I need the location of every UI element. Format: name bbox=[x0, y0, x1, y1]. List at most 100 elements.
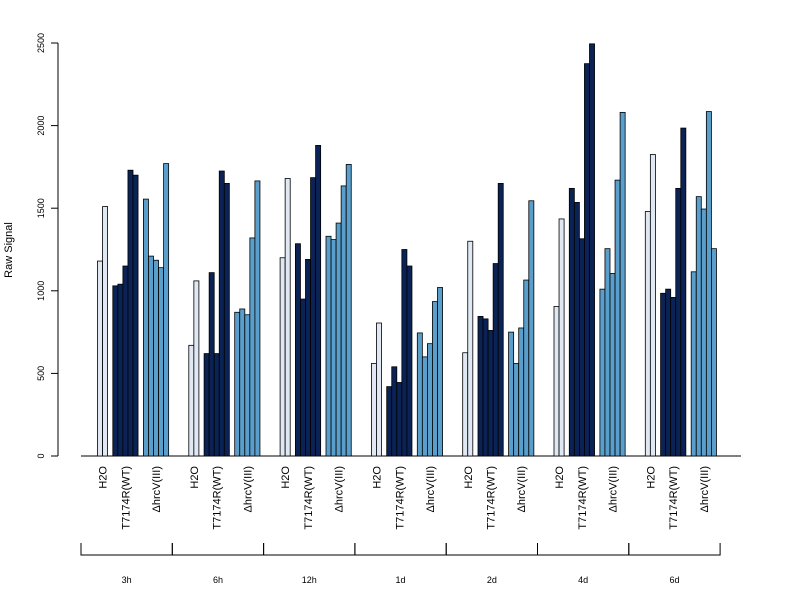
bar bbox=[208, 272, 215, 457]
group-label: 6h bbox=[213, 575, 223, 585]
bar bbox=[305, 259, 311, 457]
bar bbox=[244, 314, 251, 457]
bar bbox=[579, 238, 585, 457]
y-tick-label: 2000 bbox=[36, 116, 46, 136]
bar bbox=[335, 222, 342, 457]
bar bbox=[153, 259, 159, 457]
y-axis: 0 500 1000 1500 2000 2500 bbox=[36, 33, 59, 459]
bar bbox=[513, 363, 520, 457]
bar bbox=[705, 111, 712, 457]
bar bbox=[670, 297, 677, 457]
bar bbox=[406, 265, 413, 457]
bar bbox=[604, 248, 611, 457]
treatment-label: T7174R(WT) bbox=[394, 466, 406, 530]
bar bbox=[345, 164, 352, 457]
bar bbox=[416, 332, 423, 457]
bars bbox=[97, 43, 717, 457]
group-bracket bbox=[263, 543, 356, 556]
bar bbox=[523, 279, 530, 457]
treatment-label: H2O bbox=[554, 466, 566, 489]
bar bbox=[477, 316, 484, 457]
group-bracket bbox=[80, 543, 173, 556]
bar bbox=[426, 343, 433, 457]
bar bbox=[148, 255, 154, 457]
bar bbox=[193, 280, 200, 457]
bar bbox=[675, 187, 682, 457]
bar bbox=[163, 163, 170, 457]
treatment-label: ΔhrcV(III) bbox=[334, 466, 346, 512]
bar bbox=[599, 288, 606, 457]
bar bbox=[127, 169, 134, 457]
bar bbox=[487, 330, 494, 457]
bar bbox=[568, 187, 575, 457]
bar bbox=[254, 180, 261, 457]
group-bracket bbox=[537, 543, 630, 556]
group-brackets: 3h 6h 12h 1d 2d 4d 6d bbox=[80, 543, 721, 585]
bar bbox=[437, 287, 443, 457]
bar bbox=[584, 63, 590, 457]
bar bbox=[528, 200, 535, 457]
treatment-label: T7174R(WT) bbox=[577, 466, 589, 530]
bar bbox=[234, 311, 241, 457]
bar bbox=[482, 318, 489, 457]
bar bbox=[614, 179, 621, 457]
bar bbox=[665, 288, 672, 457]
treatment-label: H2O bbox=[463, 466, 475, 489]
bar bbox=[467, 240, 474, 457]
bar bbox=[223, 183, 230, 457]
bar bbox=[142, 198, 149, 457]
treatment-label: ΔhrcV(III) bbox=[151, 466, 163, 512]
bar bbox=[325, 235, 332, 457]
bar bbox=[132, 174, 139, 457]
bar bbox=[370, 363, 377, 457]
bar bbox=[711, 248, 717, 457]
bar bbox=[462, 352, 469, 457]
bar bbox=[573, 202, 580, 457]
bar bbox=[158, 267, 165, 457]
bar bbox=[644, 211, 651, 457]
bar bbox=[609, 273, 616, 457]
group-label: 2d bbox=[487, 575, 497, 585]
bar bbox=[432, 301, 438, 457]
group-label: 1d bbox=[396, 575, 406, 585]
treatment-label: ΔhrcV(III) bbox=[425, 466, 437, 512]
group-bracket bbox=[354, 543, 447, 556]
group-label: 12h bbox=[302, 575, 317, 585]
treatment-label: H2O bbox=[645, 466, 657, 489]
treatment-label: ΔhrcV(III) bbox=[242, 466, 254, 512]
group-label: 3h bbox=[122, 575, 132, 585]
bar bbox=[680, 127, 687, 457]
bar bbox=[401, 249, 408, 457]
treatment-label: H2O bbox=[189, 466, 201, 489]
y-tick-label: 0 bbox=[36, 453, 46, 458]
bar bbox=[508, 331, 515, 457]
bar bbox=[284, 178, 291, 457]
bar bbox=[492, 263, 499, 457]
treatment-label: T7174R(WT) bbox=[212, 466, 224, 530]
group-label: 4d bbox=[578, 575, 588, 585]
bar bbox=[279, 257, 286, 457]
bar bbox=[391, 366, 398, 457]
treatment-labels: H2O T7174R(WT) ΔhrcV(III) H2O T7174R(WT) Δhrc… bbox=[98, 466, 711, 530]
bar bbox=[294, 243, 301, 457]
y-tick-label: 1000 bbox=[36, 281, 46, 301]
bar bbox=[300, 298, 306, 457]
y-tick-label: 1500 bbox=[36, 198, 46, 218]
bar bbox=[518, 327, 525, 457]
bar bbox=[310, 177, 316, 457]
treatment-label: ΔhrcV(III) bbox=[699, 466, 711, 512]
treatment-label: H2O bbox=[98, 466, 110, 489]
bar bbox=[122, 265, 129, 457]
bar bbox=[497, 183, 504, 457]
bar bbox=[619, 111, 626, 457]
bar bbox=[218, 170, 225, 457]
treatment-label: H2O bbox=[371, 466, 383, 489]
treatment-label: T7174R(WT) bbox=[120, 466, 132, 530]
treatment-label: T7174R(WT) bbox=[668, 466, 680, 530]
treatment-label: T7174R(WT) bbox=[486, 466, 498, 530]
bar bbox=[386, 386, 393, 457]
bar bbox=[421, 356, 428, 457]
y-axis-title: Raw Signal bbox=[3, 222, 15, 278]
bar bbox=[695, 196, 702, 457]
